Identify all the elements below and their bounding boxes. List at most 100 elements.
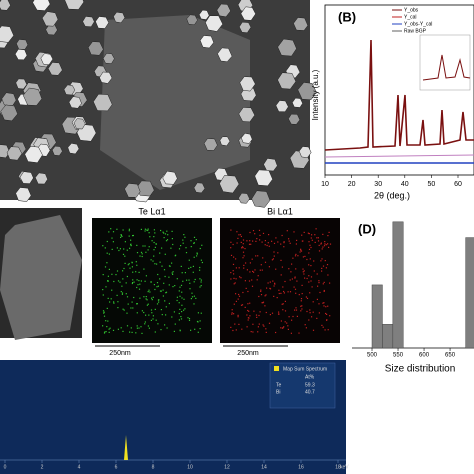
map-dot (261, 269, 263, 271)
map-dot (143, 311, 145, 314)
map-dot (301, 240, 303, 242)
map-dot (136, 327, 138, 329)
map-dot (151, 299, 153, 301)
map-dot (264, 244, 266, 246)
sem-particle (219, 136, 231, 147)
sem-flake (100, 15, 250, 190)
map-dot (104, 247, 106, 249)
map-dot (157, 273, 159, 276)
map-dot (126, 249, 128, 251)
sem-particle (82, 16, 95, 27)
map-label: Te Lα1 (138, 206, 165, 216)
hist-x-label: Size distribution (385, 364, 456, 375)
map-dot (194, 328, 196, 330)
map-dot (261, 241, 263, 243)
map-dot (116, 247, 118, 249)
x-tick-label: 14 (261, 464, 267, 470)
map-dot (241, 304, 244, 306)
map-dot (130, 239, 132, 241)
map-dot (247, 303, 249, 305)
map-dot (269, 314, 271, 316)
map-dot (233, 303, 235, 305)
map-dot (295, 243, 297, 245)
map-dot (133, 281, 135, 283)
map-dot (136, 252, 139, 254)
map-dot (146, 299, 148, 301)
eds-legend-box (269, 362, 336, 409)
x-tick-label: 12 (224, 464, 230, 470)
map-dot (308, 275, 310, 277)
map-dot (164, 233, 167, 235)
map-dot (163, 232, 165, 234)
map-dot (309, 292, 311, 294)
map-dot (300, 250, 303, 252)
map-dot (153, 241, 155, 244)
histogram: 500 550 600 650 (367, 221, 474, 359)
map-dot (162, 289, 164, 291)
map-dot (153, 236, 155, 238)
x-tick-label: 2 (41, 464, 44, 470)
map-dot (119, 281, 121, 283)
map-dot (233, 273, 235, 275)
map-dot (141, 332, 143, 334)
map-dot (284, 280, 286, 283)
map-dot (102, 310, 105, 312)
map-dot (200, 259, 202, 261)
map-dot (309, 258, 311, 260)
x-tick-label: 18 (335, 464, 341, 470)
map-dot (151, 297, 153, 299)
map-label: Bi Lα1 (267, 206, 293, 216)
map-dot (154, 308, 156, 310)
map-dot (311, 316, 313, 318)
map-dot (323, 289, 325, 292)
map-dot (230, 254, 233, 256)
sem-particle (186, 14, 198, 26)
eds-element: Te (276, 382, 282, 388)
map-dot (131, 262, 133, 264)
map-dot (132, 307, 134, 309)
sem-particle (239, 21, 252, 33)
map-dot (199, 278, 201, 280)
map-dot (316, 237, 318, 239)
map-dot (327, 274, 329, 276)
map-dot (102, 274, 104, 276)
map-dot (190, 298, 192, 300)
map-dot (160, 290, 162, 292)
sem-particle (113, 11, 126, 24)
map-dot (327, 243, 329, 245)
map-dot (200, 279, 202, 281)
map-dot (247, 319, 249, 321)
map-dot (233, 313, 235, 315)
map-dot (230, 272, 232, 274)
map-dot (277, 241, 279, 243)
map-dot (156, 286, 158, 288)
map-dot (165, 314, 167, 316)
map-dot (180, 245, 182, 247)
map-dot (193, 281, 195, 283)
map-dot (295, 253, 297, 255)
map-dot (308, 233, 310, 235)
hist-bar (382, 324, 394, 349)
map-dot (249, 302, 251, 304)
map-dot (256, 279, 258, 281)
map-dot (238, 323, 240, 325)
map-dot (160, 229, 162, 232)
map-dot (122, 330, 124, 332)
map-dot (236, 242, 238, 244)
map-dot (171, 262, 173, 264)
map-dot (300, 310, 302, 312)
map-dot (289, 242, 291, 244)
map-dot (256, 238, 258, 240)
sem-particle (15, 187, 32, 202)
x-axis-label: 2θ (deg.) (374, 190, 410, 200)
map-dot (326, 264, 329, 266)
map-dot (168, 302, 170, 305)
map-dot (168, 276, 170, 278)
eds-element: Bi (276, 389, 280, 395)
map-dot (158, 299, 160, 301)
map-dot (186, 279, 188, 281)
map-dot (327, 235, 329, 237)
xrd-inset (419, 34, 471, 91)
map-dot (310, 265, 312, 267)
